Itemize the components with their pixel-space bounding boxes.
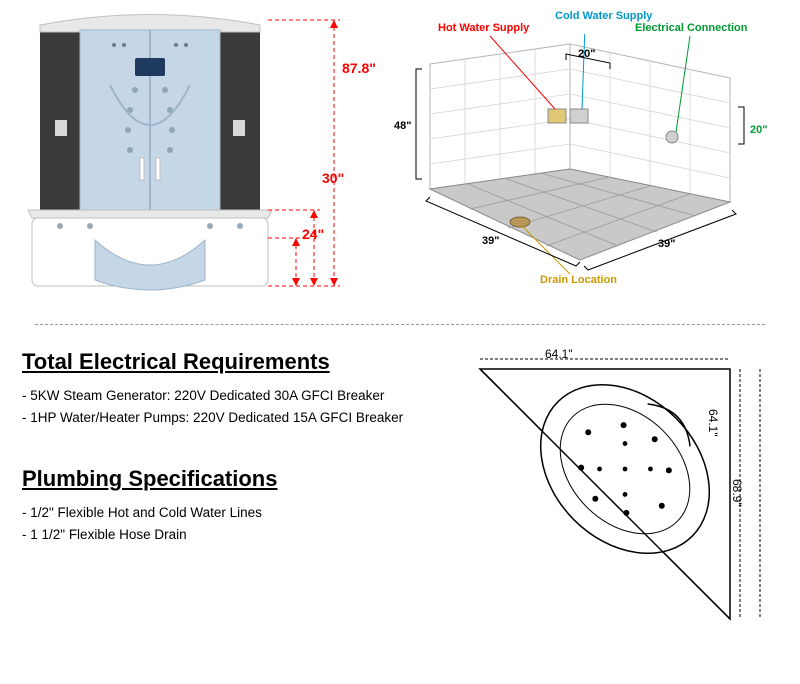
fp-dim-side-b: 64.1" (706, 409, 720, 437)
room-install-diagram: Hot Water Supply Cold Water Supply Elect… (360, 10, 780, 310)
plumbing-specs-block: Plumbing Specifications - 1/2" Flexible … (22, 466, 450, 545)
specifications-column: Total Electrical Requirements - 5KW Stea… (22, 349, 450, 644)
room-dim-right-h: 20" (750, 124, 767, 136)
label-electrical: Electrical Connection (635, 22, 747, 34)
electrical-line-1: - 5KW Steam Generator: 220V Dedicated 30… (22, 385, 450, 407)
shower-front-elevation: 87.8" 30" 24" (20, 10, 360, 300)
room-svg (390, 34, 760, 294)
room-dim-floor-right: 39" (658, 238, 675, 250)
shower-svg (20, 10, 360, 300)
label-hot-water: Hot Water Supply (438, 22, 529, 34)
electrical-title: Total Electrical Requirements (22, 349, 450, 375)
fp-dim-front: 68.9" (730, 479, 744, 507)
room-dim-left-h: 48" (394, 120, 411, 132)
plumbing-line-1: - 1/2" Flexible Hot and Cold Water Lines (22, 502, 450, 524)
footprint-diagram: 64.1" 64.1" 68.9" (450, 349, 780, 644)
plumbing-title: Plumbing Specifications (22, 466, 450, 492)
label-cold-water: Cold Water Supply (555, 10, 652, 22)
room-dim-floor-left: 39" (482, 235, 499, 247)
plumbing-line-2: - 1 1/2" Flexible Hose Drain (22, 524, 450, 546)
electrical-line-2: - 1HP Water/Heater Pumps: 220V Dedicated… (22, 407, 450, 429)
electrical-requirements-block: Total Electrical Requirements - 5KW Stea… (22, 349, 450, 428)
dim-height-lower: 24" (302, 226, 324, 242)
dim-height-mid: 30" (322, 170, 344, 186)
room-dim-top: 20" (578, 48, 595, 60)
fp-dim-side-a: 64.1" (545, 347, 573, 361)
